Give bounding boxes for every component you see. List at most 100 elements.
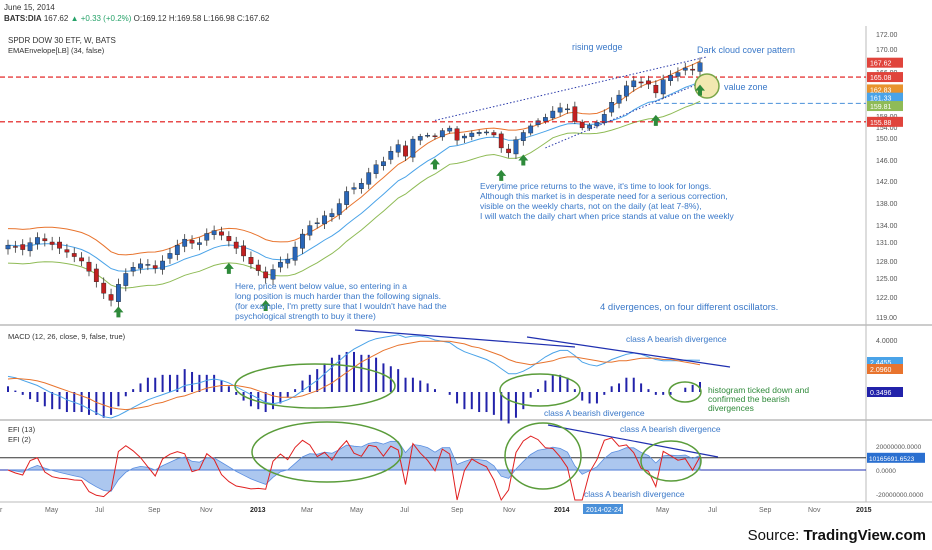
efi-panel-title: EFI (13)	[8, 425, 36, 434]
candle-body	[638, 81, 644, 84]
buy-arrow-icon	[650, 114, 661, 126]
candle-body	[182, 238, 188, 247]
macd-label-text: 0.3496	[870, 390, 892, 397]
price-label-box	[867, 116, 903, 127]
date-cursor-label: 2014-02-24	[586, 507, 622, 514]
time-tick-label: Mar	[301, 507, 314, 514]
price-tick-label: 170.00	[876, 47, 898, 54]
efi-label-text: 10165691.6523	[869, 456, 915, 463]
efi13-area	[7, 440, 701, 492]
price-panel-subtitle: EMAEnvelope[LB] (34, false)	[8, 46, 105, 55]
candle-body	[197, 242, 202, 245]
dark-cloud-annotation: Dark cloud cover pattern	[697, 45, 795, 55]
price-label-text: 165.08	[870, 75, 892, 82]
header-open: O:169.12	[133, 14, 167, 23]
candle-body	[270, 269, 276, 280]
candle-body	[358, 182, 364, 189]
efi-highlight-ellipse-2	[504, 422, 582, 490]
price-label-text: 161.33	[870, 96, 892, 103]
below-value-note-line: Here, price went below value, so enterin…	[235, 281, 407, 291]
candle-body	[101, 282, 107, 294]
efi-highlight-ellipse	[251, 421, 403, 483]
header-quote: BATS:DIA 167.62 ▲ +0.33 (+0.2%) O:169.12…	[4, 13, 269, 24]
candle-body	[233, 241, 239, 249]
buy-arrow-icon	[695, 84, 705, 96]
header-symbol: BATS:DIA	[4, 14, 42, 23]
longs-note-line: I will watch the daily chart when price …	[480, 211, 734, 221]
candle-body	[49, 241, 55, 245]
candle-body	[211, 230, 217, 235]
time-tick-label: Sep	[148, 507, 161, 514]
price-tick-label: 150.00	[876, 136, 898, 143]
candle-body	[174, 244, 180, 255]
header-date: June 15, 2014	[4, 3, 55, 12]
candle-body	[432, 135, 438, 138]
time-tick-label: r	[0, 507, 3, 514]
time-tick-label: Sep	[451, 507, 464, 514]
histogram-note-line: divergences	[708, 403, 754, 413]
candle-body	[513, 139, 519, 155]
macd-divergence-line	[354, 329, 576, 348]
candle-body	[5, 244, 11, 250]
candle-body	[93, 268, 99, 282]
candle-body	[417, 136, 423, 141]
macd-line	[7, 334, 701, 419]
candle-body	[506, 148, 511, 154]
header-last: 167.62	[43, 14, 69, 23]
candle-body	[42, 238, 48, 242]
candle-body	[351, 187, 357, 190]
candle-body	[565, 108, 570, 111]
candle-body	[108, 294, 114, 301]
efi-label-box	[867, 452, 925, 463]
candle-body	[79, 257, 85, 262]
candle-body	[86, 261, 92, 272]
candle-body	[130, 267, 136, 272]
candle-body	[528, 125, 534, 134]
longs-note-line: Everytime price returns to the wave, it'…	[480, 181, 711, 191]
date-cursor-box	[583, 504, 623, 514]
time-tick-label: May	[350, 507, 364, 514]
macd-tick-label: 4.0000	[876, 338, 898, 345]
source-brand: TradingView.com	[803, 527, 926, 544]
ema-mid-band	[7, 81, 701, 272]
time-tick-label: Jul	[95, 507, 104, 514]
price-label-text: 162.83	[870, 87, 892, 94]
price-label-box	[867, 92, 903, 103]
candle-body	[35, 237, 40, 245]
price-label-text: 167.62	[870, 61, 892, 68]
price-label-box	[867, 72, 903, 83]
candle-body	[454, 128, 460, 141]
candle-body	[248, 257, 254, 265]
macd-divergence-line-2	[526, 336, 731, 368]
price-tick-label: 134.00	[876, 223, 898, 230]
macd-label-box	[867, 364, 903, 374]
candle-body	[682, 67, 688, 71]
source-prefix: Source:	[747, 527, 804, 544]
candle-body	[498, 133, 504, 149]
candle-body	[189, 240, 195, 244]
price-tick-label: 125.00	[876, 276, 898, 283]
efi-divergence-annotation-2: class A bearish divergence	[584, 489, 685, 499]
efi-divergence-annotation: class A bearish divergence	[620, 424, 721, 434]
below-value-note-line: psychological strength to buy it there)	[235, 311, 376, 321]
longs-note-line: visible on the weekly charts, not on the…	[480, 201, 702, 211]
candle-body	[425, 135, 431, 137]
price-label-text: 159.81	[870, 104, 892, 111]
value-zone-annotation: value zone	[724, 82, 768, 92]
candle-body	[543, 117, 548, 122]
buy-arrow-icon	[496, 169, 507, 181]
divergences-annotation: 4 divergences, on four different oscilla…	[600, 302, 778, 313]
candle-body	[241, 245, 246, 257]
time-tick-label: 2015	[856, 507, 872, 514]
efi-tick-label: -20000000.0000	[876, 492, 924, 499]
time-tick-label: 2013	[250, 507, 266, 514]
candle-body	[675, 72, 681, 77]
candle-body	[300, 233, 305, 249]
source-credit: Source: TradingView.com	[748, 527, 926, 544]
candle-body	[381, 161, 386, 166]
time-tick-label: May	[656, 507, 670, 514]
price-tick-label: 154.00	[876, 125, 898, 132]
candle-body	[292, 246, 298, 261]
candle-body	[557, 107, 563, 113]
